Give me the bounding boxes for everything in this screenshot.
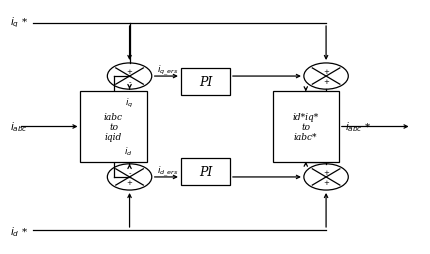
Text: $i_{abc}$ *: $i_{abc}$ *	[345, 120, 372, 134]
Text: $i_d$ *: $i_d$ *	[10, 224, 28, 238]
Text: +: +	[126, 179, 132, 185]
Text: id*iq*
to
iabc*: id*iq* to iabc*	[293, 112, 319, 142]
Text: +: +	[323, 179, 329, 185]
FancyBboxPatch shape	[181, 69, 230, 96]
Text: -: -	[128, 169, 131, 175]
Text: +: +	[323, 69, 329, 75]
Text: $i_q$: $i_q$	[125, 97, 133, 110]
Text: +: +	[126, 69, 132, 75]
Text: PI: PI	[199, 76, 212, 89]
Text: $i_d$: $i_d$	[124, 145, 133, 157]
Text: -: -	[128, 79, 131, 85]
FancyBboxPatch shape	[80, 92, 147, 162]
Text: $i_q$ *: $i_q$ *	[10, 15, 28, 30]
Text: PI: PI	[199, 165, 212, 178]
Text: $i_{d\_ers}$: $i_{d\_ers}$	[157, 164, 178, 178]
Text: $i_{q\_ers}$: $i_{q\_ers}$	[157, 63, 178, 78]
FancyBboxPatch shape	[181, 158, 230, 185]
Text: +: +	[323, 79, 329, 85]
FancyBboxPatch shape	[273, 92, 339, 162]
Text: $i_{abc}$: $i_{abc}$	[10, 120, 28, 134]
Text: +: +	[323, 169, 329, 175]
Text: iabc
to
iqid: iabc to iqid	[104, 112, 123, 142]
